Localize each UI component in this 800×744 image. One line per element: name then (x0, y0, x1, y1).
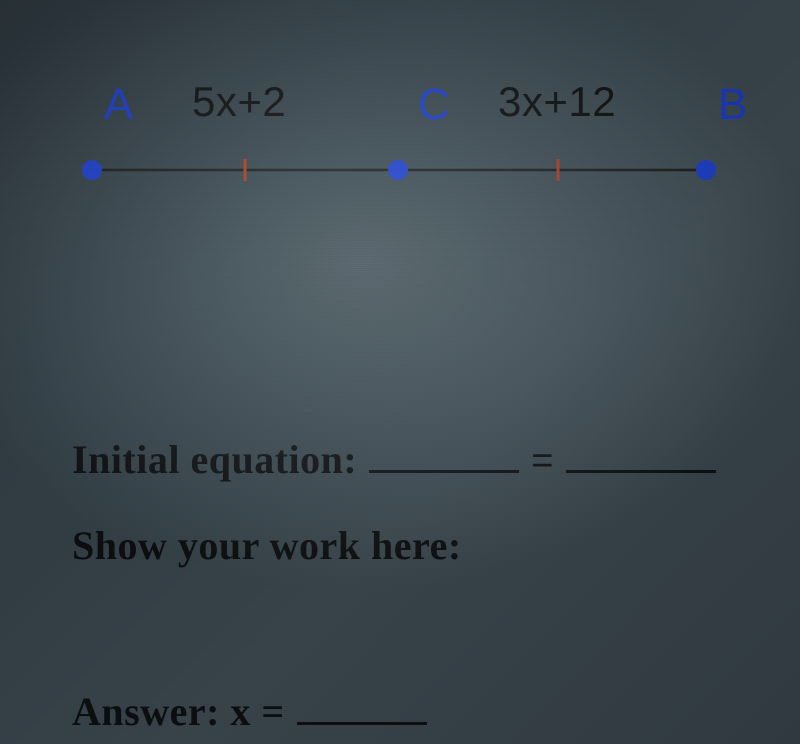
initial-equation-blank-left[interactable] (369, 430, 519, 473)
point-b-label: B (718, 80, 747, 130)
initial-equation-blank-right[interactable] (566, 430, 716, 473)
segment-cb-label: 3x+12 (498, 78, 616, 126)
show-work-line: Show your work here: (72, 522, 462, 569)
point-c-label: C (418, 80, 450, 130)
answer-blank[interactable] (297, 682, 427, 725)
show-work-label: Show your work here: (72, 522, 462, 569)
point-c-dot (388, 160, 408, 180)
point-a-label: A (104, 80, 133, 130)
number-line-svg (80, 130, 720, 200)
initial-equation-label: Initial equation: (72, 436, 357, 483)
point-a-dot (82, 160, 102, 180)
answer-line: Answer: x = (72, 682, 429, 735)
equals-sign: = (531, 440, 554, 483)
answer-label: Answer: x = (72, 688, 285, 735)
point-b-dot (696, 160, 716, 180)
worksheet-sheet: A C B 5x+2 3x+12 Initial equation: = Sho… (0, 0, 800, 744)
segment-diagram: A C B 5x+2 3x+12 (80, 130, 720, 200)
segment-ac-label: 5x+2 (192, 78, 286, 126)
initial-equation-line: Initial equation: = (72, 430, 718, 483)
